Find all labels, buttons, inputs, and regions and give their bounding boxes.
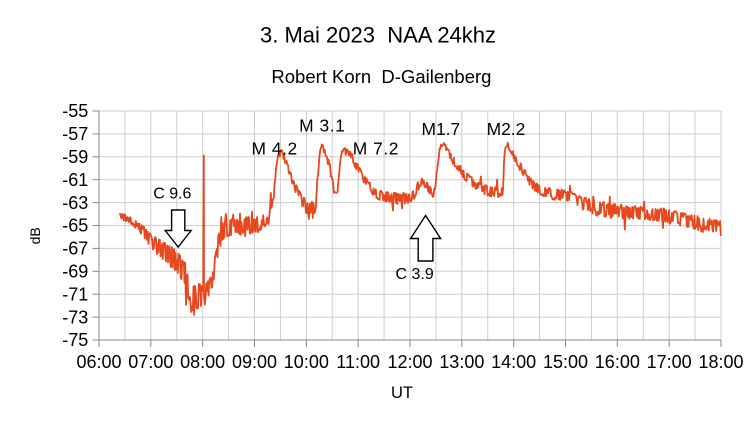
svg-text:11:00: 11:00 xyxy=(336,352,380,372)
svg-text:-57: -57 xyxy=(62,124,88,144)
svg-text:M 3.1: M 3.1 xyxy=(299,116,345,136)
svg-text:-71: -71 xyxy=(62,284,88,304)
svg-text:C 9.6: C 9.6 xyxy=(153,186,191,203)
svg-text:M2.2: M2.2 xyxy=(487,119,526,139)
svg-text:17:00: 17:00 xyxy=(647,352,692,372)
svg-text:-59: -59 xyxy=(62,147,88,167)
svg-text:Robert Korn D-Gailenberg: Robert Korn D-Gailenberg xyxy=(271,66,491,87)
svg-text:-65: -65 xyxy=(62,216,88,236)
svg-text:13:00: 13:00 xyxy=(439,352,484,372)
svg-text:07:00: 07:00 xyxy=(128,352,173,372)
svg-text:-55: -55 xyxy=(62,101,88,121)
svg-text:M 7.2: M 7.2 xyxy=(353,138,399,158)
svg-text:M1.7: M1.7 xyxy=(422,119,461,139)
svg-text:06:00: 06:00 xyxy=(76,352,121,372)
svg-text:-61: -61 xyxy=(62,170,88,190)
svg-text:08:00: 08:00 xyxy=(180,352,225,372)
svg-text:10:00: 10:00 xyxy=(284,352,329,372)
svg-text:dB: dB xyxy=(27,227,43,244)
svg-text:-63: -63 xyxy=(62,193,88,213)
svg-text:3. Mai 2023 NAA 24khz: 3. Mai 2023 NAA 24khz xyxy=(260,23,496,48)
svg-text:14:00: 14:00 xyxy=(491,352,536,372)
svg-text:15:00: 15:00 xyxy=(543,352,588,372)
svg-text:16:00: 16:00 xyxy=(595,352,640,372)
svg-text:12:00: 12:00 xyxy=(387,352,432,372)
svg-text:09:00: 09:00 xyxy=(232,352,277,372)
svg-text:C 3.9: C 3.9 xyxy=(396,266,434,283)
svg-text:M 4.2: M 4.2 xyxy=(252,138,298,158)
svg-text:-73: -73 xyxy=(62,307,88,327)
svg-text:18:00: 18:00 xyxy=(698,352,743,372)
svg-text:-69: -69 xyxy=(62,262,88,282)
svg-text:-67: -67 xyxy=(62,239,88,259)
svg-text:UT: UT xyxy=(391,384,413,402)
svg-text:-75: -75 xyxy=(62,330,88,350)
